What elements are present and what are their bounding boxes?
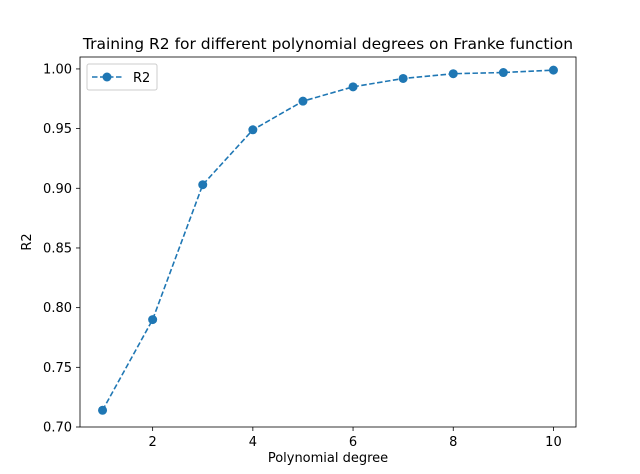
x-tick-label: 2 — [149, 435, 157, 450]
data-point — [98, 405, 108, 415]
legend-marker — [102, 72, 112, 82]
x-axis-label: Polynomial degree — [268, 451, 388, 466]
legend-label: R2 — [133, 71, 150, 86]
x-axis-ticks: 2 4 6 8 10 — [149, 427, 562, 450]
y-axis-label: R2 — [20, 233, 35, 250]
y-tick-label: 0.85 — [43, 241, 72, 256]
x-tick-label: 8 — [449, 435, 457, 450]
x-tick-label: 6 — [349, 435, 357, 450]
legend: R2 — [86, 63, 158, 91]
y-tick-label: 0.80 — [43, 301, 72, 316]
y-tick-label: 0.95 — [43, 122, 72, 137]
plot-area — [79, 56, 577, 428]
data-point — [248, 125, 258, 135]
x-tick-label: 4 — [249, 435, 257, 450]
legend-box — [86, 63, 158, 91]
data-point — [498, 68, 508, 78]
chart-title: Training R2 for different polynomial deg… — [82, 35, 573, 53]
data-point — [348, 82, 358, 92]
series-layer — [98, 65, 558, 415]
data-point — [148, 315, 158, 325]
y-tick-label: 0.90 — [43, 182, 72, 197]
y-axis-ticks: 0.70 0.75 0.80 0.85 0.90 0.95 1.00 — [43, 62, 80, 436]
data-point — [398, 73, 408, 83]
data-point — [298, 96, 308, 106]
y-tick-label: 0.70 — [43, 421, 72, 436]
data-point — [548, 65, 558, 75]
y-tick-label: 1.00 — [43, 62, 72, 77]
y-tick-label: 0.75 — [43, 361, 72, 376]
data-point — [198, 180, 208, 190]
x-tick-label: 10 — [545, 435, 562, 450]
data-point — [448, 69, 458, 79]
